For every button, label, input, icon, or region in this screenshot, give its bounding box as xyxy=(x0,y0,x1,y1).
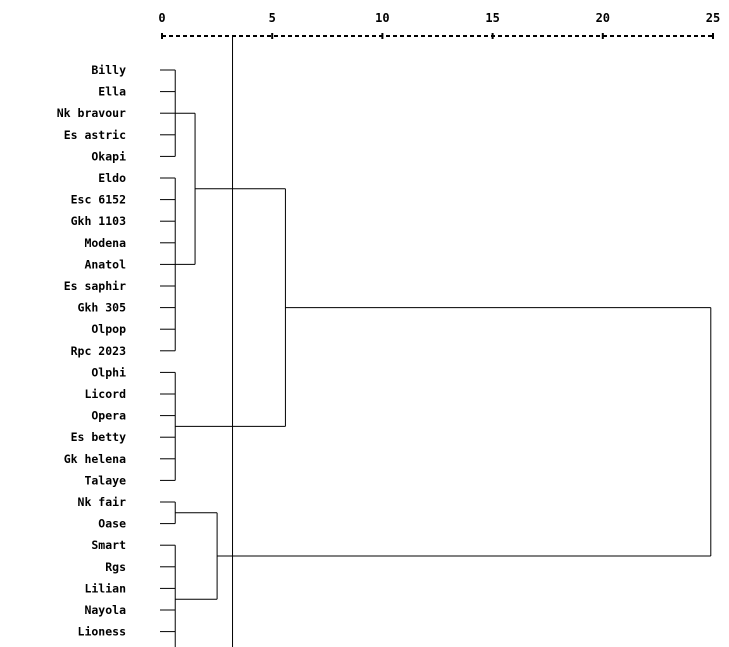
leaf-label: Anatol xyxy=(84,257,126,271)
dendrogram-links xyxy=(160,69,712,647)
leaf-label: Lioness xyxy=(78,625,126,639)
leaf-label: Lilian xyxy=(84,581,126,595)
leaf-label: Es astric xyxy=(64,128,126,142)
leaf-label: Gk helena xyxy=(64,452,126,466)
leaf-label: Opera xyxy=(91,409,126,423)
leaf-label: Oase xyxy=(98,517,126,531)
leaf-label: Nk bravour xyxy=(57,106,126,120)
leaf-label: Rgs xyxy=(105,560,126,574)
axis-tick-label: 15 xyxy=(485,11,499,25)
leaf-label: Gkh 305 xyxy=(78,301,127,315)
leaf-label: Olpop xyxy=(91,322,126,336)
leaf-label: Rpc 2023 xyxy=(71,344,126,358)
leaf-label: Modena xyxy=(84,236,126,250)
axis-tick-label: 20 xyxy=(596,11,610,25)
leaf-label: Billy xyxy=(91,63,126,77)
leaf-labels: Billy Ella Nk bravour Es astric Okapi Eldo Esc… xyxy=(57,63,126,647)
axis-tick-label: 0 xyxy=(158,11,165,25)
distance-axis xyxy=(161,33,714,39)
leaf-label: Olphi xyxy=(91,365,126,379)
leaf-label: Nayola xyxy=(84,603,126,617)
axis-tick-label: 25 xyxy=(706,11,720,25)
leaf-label: Licord xyxy=(84,387,126,401)
axis-tick-label: 5 xyxy=(269,11,276,25)
leaf-label: Gkh 1103 xyxy=(71,214,126,228)
axis-tick-labels: 0 5 10 15 20 25 xyxy=(158,11,720,25)
leaf-label: Nk fair xyxy=(78,495,127,509)
leaf-label: Smart xyxy=(91,538,126,552)
leaf-label: Talaye xyxy=(84,473,126,487)
leaf-label: Eldo xyxy=(98,171,126,185)
leaf-label: Esc 6152 xyxy=(71,193,126,207)
leaf-label: Es saphir xyxy=(64,279,126,293)
leaf-label: Ella xyxy=(98,85,126,99)
leaf-label: Es betty xyxy=(71,430,126,444)
leaf-label: Okapi xyxy=(91,149,126,163)
axis-tick-label: 10 xyxy=(375,11,389,25)
